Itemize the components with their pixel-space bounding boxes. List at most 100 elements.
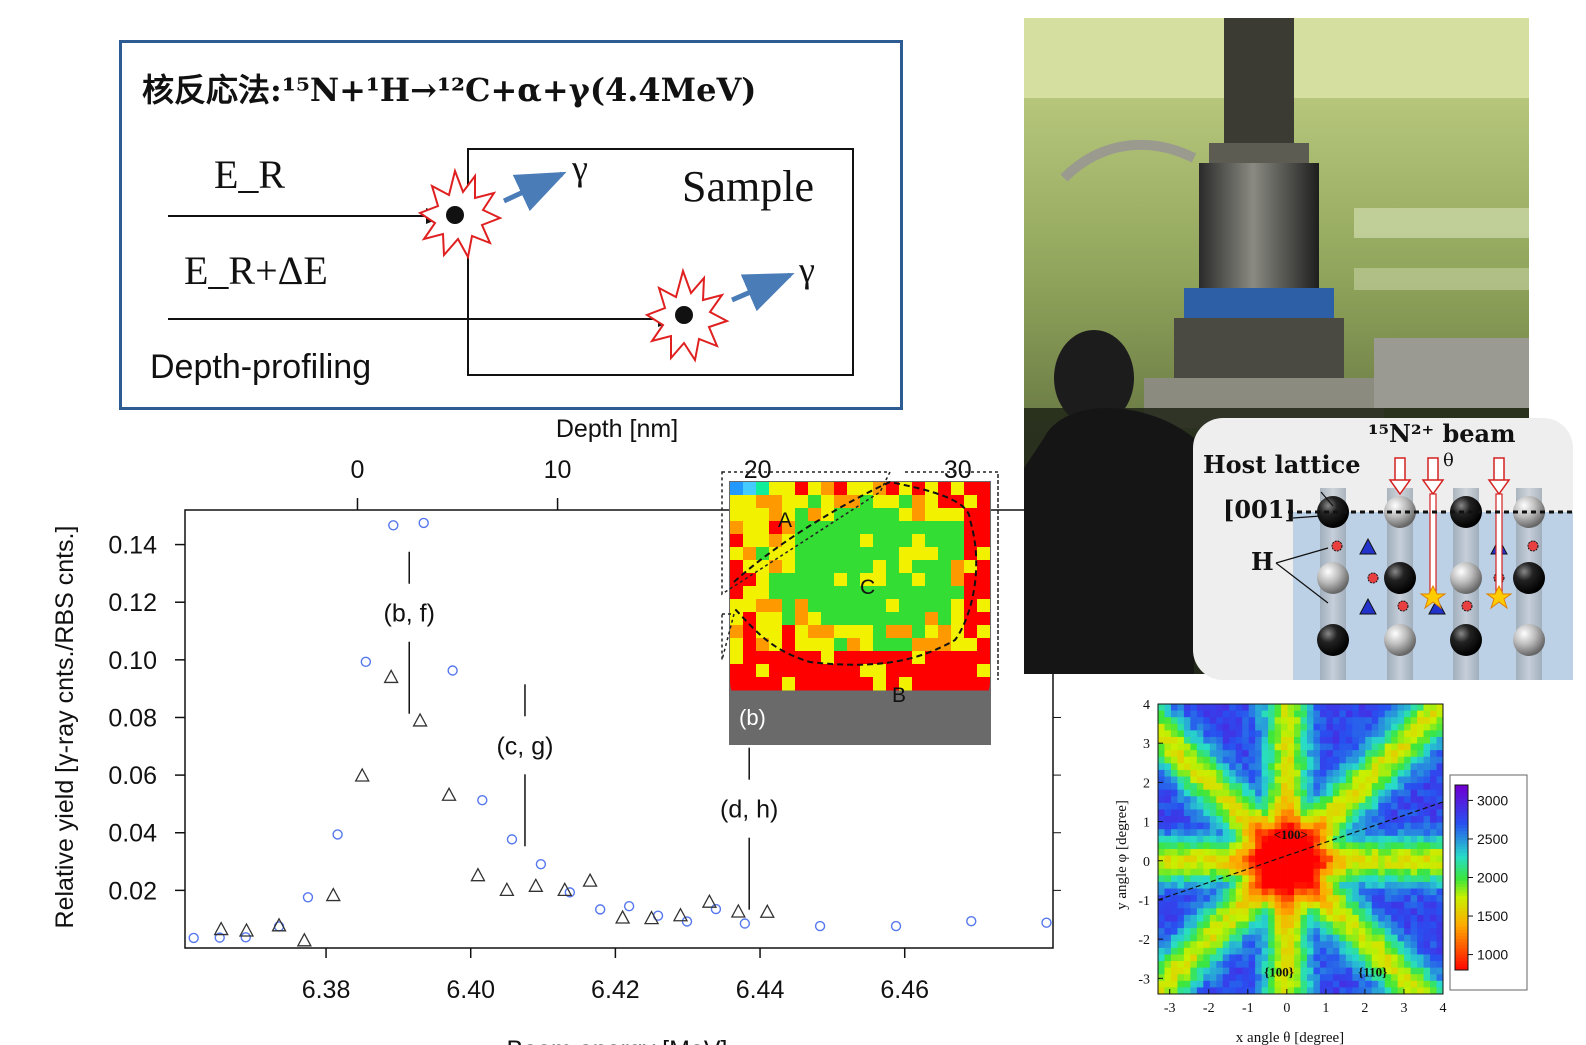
- heatmap-cell: [1423, 763, 1431, 771]
- heatmap-cell: [1287, 789, 1295, 797]
- triangle-marker: [354, 767, 370, 782]
- heatmap-cell: [1384, 954, 1392, 962]
- heatmap-cell: [1300, 941, 1308, 949]
- heatmap-cell: [1183, 954, 1191, 962]
- heatmap-cell: [1300, 928, 1308, 936]
- heatmap-cell: [1261, 934, 1269, 942]
- heatmap-cell: [1158, 875, 1165, 883]
- inset-pixel: [951, 482, 965, 496]
- heatmap-cell: [1268, 908, 1275, 916]
- hydrogen-site-triangle: [1359, 597, 1377, 615]
- heatmap-cell: [1222, 967, 1230, 975]
- heatmap-cell: [1391, 842, 1399, 850]
- heatmap-cell: [1397, 954, 1405, 962]
- heatmap-cell: [1170, 783, 1178, 791]
- heatmap-cell: [1423, 914, 1431, 922]
- colorbar-segment: [1455, 806, 1468, 811]
- heatmap-cell: [1326, 967, 1334, 975]
- heatmap-cell: [1313, 921, 1321, 929]
- heatmap-cell: [1397, 934, 1405, 942]
- heatmap-cell: [1281, 809, 1288, 817]
- heatmap-cell: [1203, 862, 1211, 870]
- heatmap-cell: [1235, 895, 1243, 903]
- heatmap-cell: [1196, 763, 1204, 771]
- heatmap-cell: [1235, 954, 1243, 962]
- heatmap-cell: [1255, 717, 1263, 725]
- heatmap-cell: [1378, 763, 1386, 771]
- heatmap-cell: [1294, 928, 1301, 936]
- heatmap-cell: [1345, 796, 1353, 804]
- heatmap-cell: [1255, 704, 1263, 711]
- inset-pixel: [795, 651, 809, 665]
- heatmap-cell: [1248, 947, 1256, 955]
- heatmap-cell: [1404, 835, 1412, 843]
- heatmap-cell: [1235, 789, 1243, 797]
- heatmap-cell: [1209, 881, 1217, 889]
- inset-pixel: [938, 482, 952, 496]
- heatmap-cell: [1222, 783, 1230, 791]
- heatmap-cell: [1410, 736, 1418, 744]
- heatmap-cell: [1209, 961, 1217, 969]
- heatmap-cell: [1287, 934, 1295, 942]
- inset-pixel: [795, 612, 809, 626]
- heatmap-cell: [1352, 816, 1360, 824]
- inset-pixel: [886, 547, 900, 561]
- heatmap-cell: [1190, 901, 1198, 909]
- heatmap-cell: [1183, 736, 1191, 744]
- heatmap-cell: [1345, 750, 1353, 758]
- heatmap-cell: [1216, 822, 1224, 830]
- heatmap-cell: [1404, 704, 1412, 711]
- heatmap-cell: [1300, 868, 1308, 876]
- heatmap-cell: [1235, 961, 1243, 969]
- heatmap-cell: [1404, 829, 1412, 837]
- heatmap-cell: [1358, 717, 1366, 725]
- heatmap-cell: [1339, 855, 1347, 863]
- inset-pixel: [886, 677, 900, 691]
- top-tick-label: 20: [744, 456, 772, 484]
- heatmap-cell: [1183, 862, 1191, 870]
- heatmap-cell: [1222, 763, 1230, 771]
- heatmap-cell: [1242, 750, 1250, 758]
- heatmap-cell: [1222, 941, 1230, 949]
- heatmap-cell: [1358, 980, 1366, 988]
- heatmap-cell: [1404, 717, 1412, 725]
- heatmap-cell: [1365, 974, 1373, 982]
- heatmap-cell: [1268, 947, 1275, 955]
- heatmap-cell: [1319, 802, 1327, 810]
- heatmap-cell: [1300, 736, 1308, 744]
- heatmap-cell: [1300, 743, 1308, 751]
- heatmap-cell: [1248, 980, 1256, 988]
- inset-pixel: [756, 677, 770, 691]
- inset-pixel: [756, 651, 770, 665]
- heatmap-cell: [1183, 881, 1191, 889]
- heatmap-cell: [1397, 776, 1405, 784]
- inset-pixel: [730, 508, 744, 522]
- heatmap-cell: [1326, 802, 1334, 810]
- circle-marker: [302, 892, 314, 903]
- heatmap-cell: [1423, 842, 1431, 850]
- heatmap-cell: [1261, 710, 1269, 718]
- heatmap-cell: [1417, 756, 1424, 764]
- heatmap-y-tick-label: -2: [1138, 933, 1150, 948]
- heatmap-cell: [1397, 888, 1405, 896]
- inset-pixel: [769, 651, 783, 665]
- heatmap-cell: [1423, 928, 1431, 936]
- heatmap-cell: [1229, 736, 1237, 744]
- heatmap-cell: [1268, 842, 1275, 850]
- inset-pixel: [886, 495, 900, 509]
- heatmap-cell: [1391, 750, 1399, 758]
- heatmap-cell: [1391, 954, 1399, 962]
- heatmap-cell: [1248, 756, 1256, 764]
- heatmap-cell: [1404, 967, 1412, 975]
- heatmap-cell: [1358, 756, 1366, 764]
- heatmap-cell: [1281, 835, 1288, 843]
- heatmap-cell: [1248, 881, 1256, 889]
- heatmap-cell: [1190, 829, 1198, 837]
- heatmap-cell: [1177, 796, 1185, 804]
- heatmap-cell: [1378, 809, 1386, 817]
- heatmap-cell: [1209, 987, 1217, 995]
- heatmap-cell: [1345, 888, 1353, 896]
- heatmap-cell: [1203, 756, 1211, 764]
- triangle-marker: [759, 903, 775, 918]
- inset-pixel: [964, 560, 978, 574]
